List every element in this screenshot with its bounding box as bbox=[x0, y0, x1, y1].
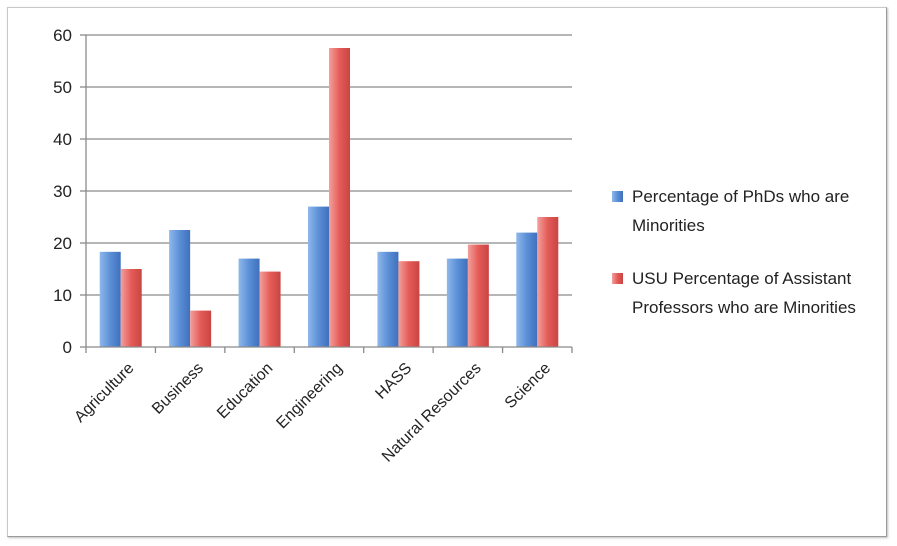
x-category-label: Engineering bbox=[273, 360, 345, 432]
bar-phds-science bbox=[516, 232, 538, 347]
bar-professors-natural-resources bbox=[467, 244, 489, 347]
legend: Percentage of PhDs who are Minorities US… bbox=[612, 182, 882, 346]
y-tick-label: 50 bbox=[53, 78, 72, 97]
bar-professors-science bbox=[537, 217, 559, 347]
y-tick-label: 0 bbox=[63, 338, 72, 357]
x-category-label: Business bbox=[149, 360, 207, 418]
bar-phds-education bbox=[238, 258, 260, 347]
bar-professors-education bbox=[259, 271, 281, 347]
bar-phds-natural-resources bbox=[446, 258, 468, 347]
legend-swatch-red bbox=[612, 273, 623, 284]
x-category-label: Education bbox=[214, 360, 276, 422]
y-tick-label: 30 bbox=[53, 182, 72, 201]
y-tick-label: 60 bbox=[53, 26, 72, 45]
x-category-label: Agriculture bbox=[71, 360, 137, 426]
legend-swatch-blue bbox=[612, 191, 623, 202]
legend-label-phds: Percentage of PhDs who are Minorities bbox=[632, 187, 850, 235]
y-tick-label: 20 bbox=[53, 234, 72, 253]
y-tick-label: 10 bbox=[53, 286, 72, 305]
legend-item-professors: USU Percentage of Assistant Professors w… bbox=[612, 264, 882, 322]
y-tick-label: 40 bbox=[53, 130, 72, 149]
axes bbox=[80, 34, 573, 353]
bar-professors-hass bbox=[398, 261, 420, 347]
bar-phds-agriculture bbox=[99, 251, 121, 347]
bar-professors-agriculture bbox=[120, 269, 142, 347]
legend-label-professors: USU Percentage of Assistant Professors w… bbox=[632, 269, 856, 317]
bars bbox=[99, 48, 559, 347]
legend-item-phds: Percentage of PhDs who are Minorities bbox=[612, 182, 882, 240]
bar-phds-business bbox=[169, 230, 191, 347]
x-category-label: HASS bbox=[372, 360, 415, 403]
bar-professors-engineering bbox=[329, 48, 350, 347]
bar-phds-hass bbox=[377, 251, 399, 347]
bar-phds-engineering bbox=[308, 206, 329, 347]
x-category-label: Science bbox=[502, 360, 554, 412]
bar-professors-business bbox=[190, 310, 212, 347]
